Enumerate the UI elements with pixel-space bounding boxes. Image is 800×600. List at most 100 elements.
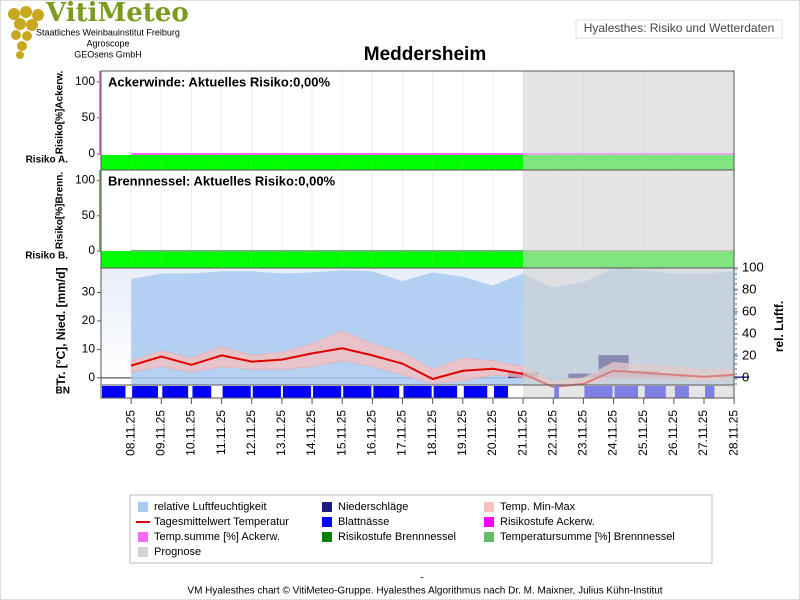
y-tick-label: 0 [88, 243, 95, 257]
y-tick-label: 20 [82, 313, 96, 327]
org: Staatliches Weinbauinstitut Freiburg [36, 27, 180, 37]
panel-annotation: Ackerwinde: Aktuelles Risiko:0,00% [108, 74, 330, 89]
x-tick-label: 23.11.25 [576, 410, 590, 456]
leaf-wetness [132, 386, 158, 398]
legend-swatch [138, 547, 148, 557]
y-axis-label: Risiko[%]Brenn. [55, 172, 66, 249]
prognose-area [523, 71, 734, 398]
y-tick-label: 30 [82, 285, 96, 299]
risk-band [131, 155, 162, 170]
band-label: Risiko A. [26, 155, 69, 166]
x-tick-label: 12.11.25 [244, 410, 258, 456]
x-tick-label: 21.11.25 [515, 410, 529, 456]
legend-label: Temp. Min-Max [500, 501, 576, 513]
leaf-wetness [403, 386, 432, 398]
x-tick-label: 25.11.25 [636, 410, 650, 456]
footer-dash: - [420, 573, 423, 584]
risk-band [462, 251, 493, 268]
leaf-wetness [373, 386, 400, 398]
risk-band [432, 155, 463, 170]
org: GEOsens GmbH [74, 49, 142, 59]
tab: Hyalesthes: Risiko und Wetterdaten [584, 21, 775, 35]
legend-swatch [484, 502, 494, 512]
leaf-wetness [433, 386, 458, 398]
risk-band [432, 251, 463, 268]
legend-label: Tagesmittelwert Temperatur [154, 516, 289, 528]
risk-band [342, 251, 373, 268]
leaf-wetness [493, 386, 509, 398]
risk-band [281, 251, 313, 268]
leaf-wetness [343, 386, 372, 398]
y-tick-label: 10 [82, 342, 96, 356]
risk-band [161, 251, 192, 268]
risk-band [221, 155, 252, 170]
y2-axis-label: rel. Luftf. [772, 301, 786, 352]
risk-band [342, 155, 373, 170]
y2-tick-label: 60 [742, 303, 756, 318]
legend-box [129, 494, 713, 564]
risk-band [312, 251, 343, 268]
legend-swatch [138, 532, 148, 542]
risk-band [402, 251, 433, 268]
y2-tick-label: 20 [742, 347, 756, 362]
logo-grapes [8, 6, 44, 59]
risk-band [131, 251, 162, 268]
risk-band [101, 251, 132, 268]
risk-band [101, 155, 132, 170]
x-tick-label: 11.11.25 [214, 410, 228, 455]
x-tick-label: 10.11.25 [184, 410, 198, 456]
x-tick-label: 26.11.25 [666, 410, 680, 456]
risk-band [492, 251, 524, 268]
footer: VM Hyalesthes chart © VitiMeteo-Gruppe. … [187, 586, 662, 597]
y2-tick-label: 100 [742, 259, 764, 274]
risk-band [312, 155, 343, 170]
y-axis-label: Risiko[%]Ackerw. [55, 71, 66, 155]
legend-swatch [138, 502, 148, 512]
x-tick-label: 27.11.25 [696, 410, 710, 456]
x-tick-label: 28.11.25 [726, 410, 740, 456]
risk-band [251, 251, 282, 268]
x-tick-label: 18.11.25 [425, 410, 439, 456]
y-tick-label: 50 [82, 208, 96, 222]
leaf-wetness [102, 386, 126, 398]
risk-band [221, 251, 252, 268]
legend-swatch [322, 502, 332, 512]
x-tick-label: 22.11.25 [545, 410, 559, 456]
y2-tick-label: 0 [742, 369, 749, 384]
band-label: Risiko B. [25, 251, 68, 262]
y2-tick-label: 80 [742, 281, 756, 296]
x-tick-label: 24.11.25 [606, 410, 620, 456]
risk-band [251, 155, 282, 170]
legend-label: Blattnässe [338, 516, 389, 528]
leaf-wetness [463, 386, 488, 398]
y-tick-label: 50 [82, 110, 96, 124]
leaf-wetness [282, 386, 312, 398]
y-tick-label: 100 [75, 173, 95, 187]
risk-band [372, 155, 403, 170]
legend-swatch [322, 517, 332, 527]
panel-annotation: Brennnessel: Aktuelles Risiko:0,00% [108, 173, 336, 188]
leaf-wetness [192, 386, 212, 398]
x-tick-label: 15.11.25 [334, 410, 348, 456]
leaf-wetness [162, 386, 189, 398]
risk-band [191, 155, 222, 170]
x-tick-label: 19.11.25 [455, 410, 469, 456]
y2-tick-label: 40 [742, 325, 756, 340]
leaf-wetness [222, 386, 251, 398]
legend-label: Prognose [154, 546, 201, 558]
legend-label: relative Luftfeuchtigkeit [154, 501, 267, 513]
x-tick-label: 20.11.25 [485, 410, 499, 456]
legend-label: Risikostufe Brennnessel [338, 531, 456, 543]
chart-title: Meddersheim [364, 44, 486, 65]
y-tick-label: 100 [75, 74, 95, 88]
band-label: BN [56, 386, 70, 397]
legend-label: Niederschläge [338, 501, 408, 513]
legend-swatch [484, 517, 494, 527]
tab-box [575, 19, 783, 39]
leaf-wetness [313, 386, 342, 398]
y-tick-label: 0 [88, 146, 95, 160]
x-tick-label: 16.11.25 [365, 410, 379, 456]
risk-band [372, 251, 403, 268]
risk-band [462, 155, 493, 170]
